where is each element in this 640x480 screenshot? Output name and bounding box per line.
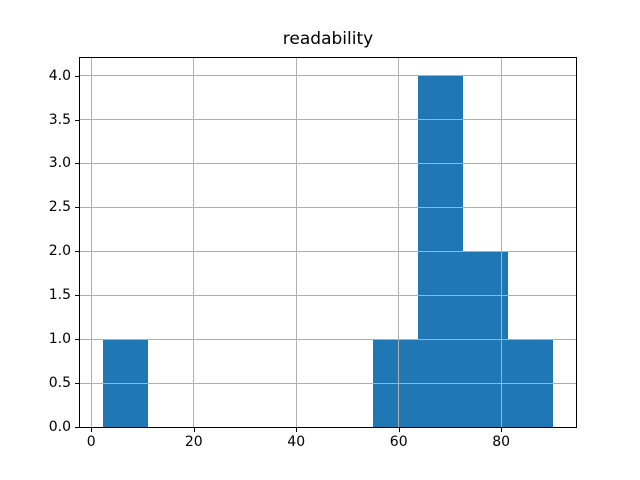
x-tick-mark [501, 428, 503, 432]
y-tick-label: 3.5 [48, 111, 71, 128]
gridline-vertical [500, 58, 502, 427]
x-tick-mark [398, 428, 400, 432]
y-tick-label: 1.5 [48, 287, 71, 304]
y-tick-mark [75, 427, 79, 428]
x-tick-label: 40 [287, 434, 306, 450]
gridline-horizontal [80, 250, 576, 252]
gridline-vertical [398, 58, 400, 427]
y-tick-mark [75, 295, 79, 297]
gridline-vertical [193, 58, 195, 427]
y-tick-mark [75, 339, 79, 341]
grid-layer [80, 58, 576, 427]
gridline-horizontal [80, 206, 576, 208]
y-tick-mark [75, 75, 79, 77]
x-tick-mark [91, 428, 93, 432]
x-tick-label: 80 [492, 434, 511, 450]
x-tick-label: 60 [389, 434, 408, 450]
chart-title: readability [282, 29, 374, 49]
y-tick-mark [75, 119, 79, 121]
y-tick-mark [75, 163, 79, 165]
x-tick-mark [193, 428, 195, 432]
y-tick-label: 1.0 [48, 331, 71, 348]
gridline-horizontal [80, 119, 576, 120]
x-tick-mark [296, 428, 298, 432]
y-tick-mark [75, 207, 79, 209]
y-tick-label: 0.0 [48, 419, 71, 435]
gridline-horizontal [80, 382, 576, 384]
plot-area [79, 57, 577, 428]
y-tick-label: 0.5 [48, 375, 71, 392]
y-tick-mark [75, 251, 79, 253]
x-tick-label: 0 [86, 434, 96, 450]
gridline-horizontal [80, 294, 576, 296]
gridline-horizontal [80, 75, 576, 77]
gridline-vertical [90, 58, 92, 427]
gridline-horizontal [80, 162, 576, 164]
gridline-vertical [295, 58, 297, 427]
y-tick-label: 3.0 [48, 155, 71, 172]
x-tick-label: 20 [184, 434, 203, 450]
y-tick-label: 4.0 [48, 67, 71, 84]
y-tick-mark [75, 383, 79, 385]
gridline-horizontal [80, 338, 576, 340]
y-tick-label: 2.5 [48, 199, 71, 216]
y-tick-label: 2.0 [48, 243, 71, 260]
